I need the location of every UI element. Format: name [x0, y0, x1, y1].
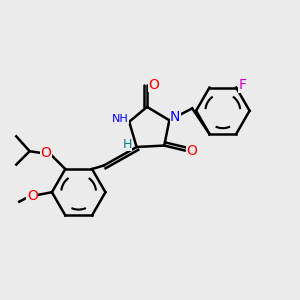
- Text: O: O: [27, 189, 38, 203]
- Text: O: O: [186, 144, 197, 158]
- Text: NH: NH: [112, 114, 129, 124]
- Text: H: H: [122, 138, 132, 151]
- Text: F: F: [239, 78, 247, 92]
- Text: O: O: [148, 78, 159, 92]
- Text: O: O: [40, 146, 51, 160]
- Text: N: N: [170, 110, 181, 124]
